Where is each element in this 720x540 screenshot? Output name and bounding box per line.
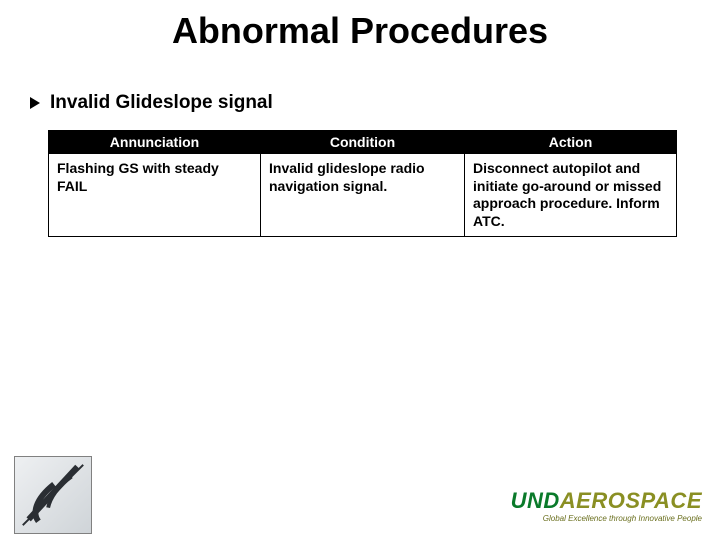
subtitle-row: Invalid Glideslope signal — [30, 92, 273, 114]
th-condition: Condition — [261, 131, 465, 154]
cell-annunciation: Flashing GS with steady FAIL — [49, 154, 261, 237]
cell-condition: Invalid glideslope radio navigation sign… — [261, 154, 465, 237]
table-header-row: Annunciation Condition Action — [49, 131, 677, 154]
logo-left — [14, 456, 92, 534]
th-action: Action — [465, 131, 677, 154]
subtitle: Invalid Glideslope signal — [50, 92, 273, 114]
cell-action: Disconnect autopilot and initiate go-aro… — [465, 154, 677, 237]
brand-und: UND — [511, 488, 560, 513]
procedure-table: Annunciation Condition Action Flashing G… — [48, 130, 677, 237]
logo-left-icon — [15, 457, 91, 533]
page-title: Abnormal Procedures — [0, 10, 720, 52]
bullet-icon — [30, 97, 40, 109]
th-annunciation: Annunciation — [49, 131, 261, 154]
brand-tagline: Global Excellence through Innovative Peo… — [543, 514, 702, 523]
logo-right: UNDAEROSPACE Global Excellence through I… — [484, 484, 706, 528]
brand-aero: AEROSPACE — [560, 488, 702, 513]
slide: Abnormal Procedures Invalid Glideslope s… — [0, 0, 720, 540]
table-row: Flashing GS with steady FAIL Invalid gli… — [49, 154, 677, 237]
brand-text: UNDAEROSPACE — [511, 490, 702, 512]
